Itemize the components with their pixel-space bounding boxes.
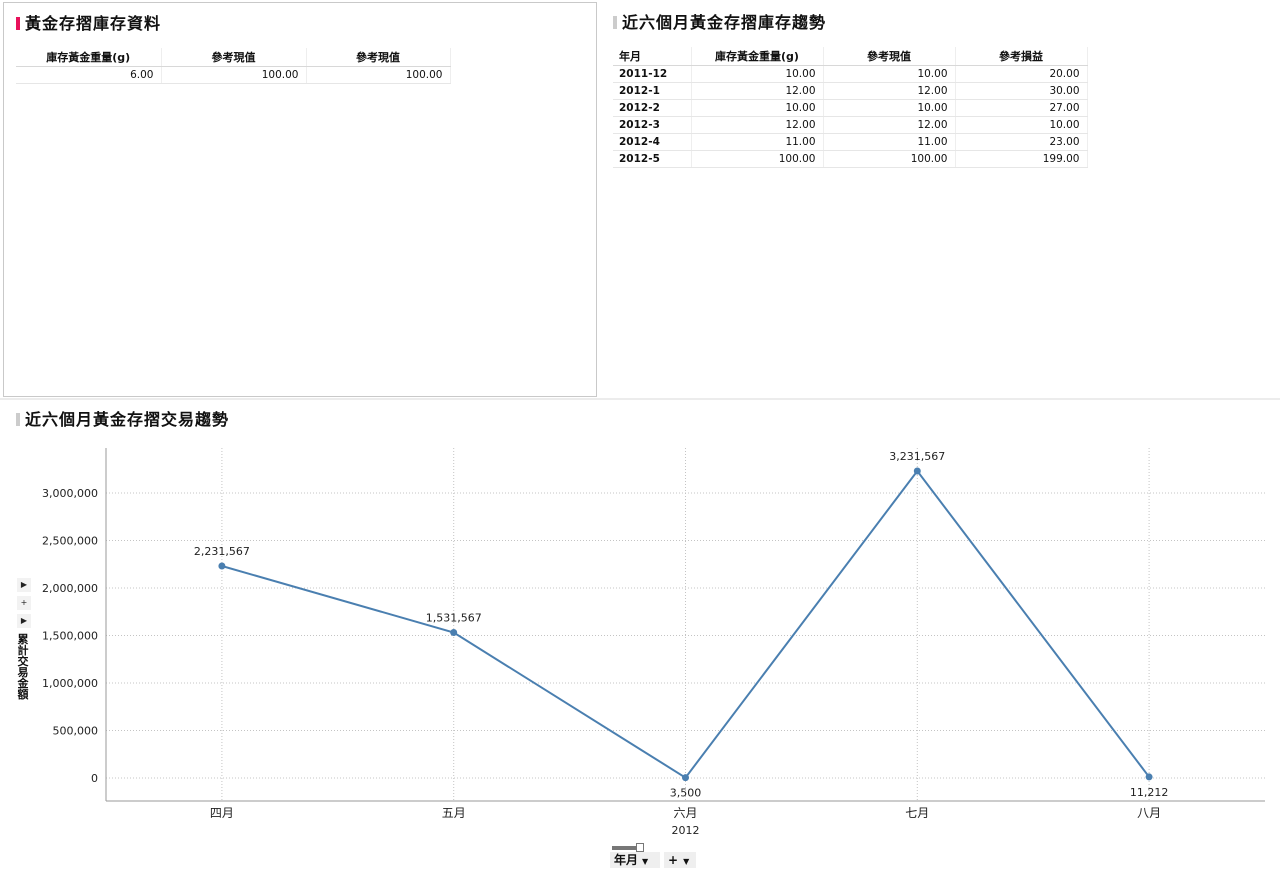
y-tick-label: 0 [91,772,98,785]
table-cell: 20.00 [955,65,1088,83]
table-cell: 27.00 [955,99,1088,117]
table-cell: 2012-3 [613,116,692,134]
table-cell: 12.00 [691,116,824,134]
chart-panel-title: 近六個月黃金存摺交易趨勢 [16,406,229,430]
dimension-dropdown[interactable]: 年月 ▼ [610,852,660,868]
trend-column-header: 參考損益 [955,47,1088,66]
table-cell: 10.00 [691,99,824,117]
table-row: 2012-3 12.00 12.00 10.00 [613,116,1088,134]
data-label: 1,531,567 [426,612,482,625]
table-cell: 100.00 [161,66,307,84]
table-cell: 10.00 [691,65,824,83]
y-tick-label: 2,500,000 [42,535,98,548]
table-cell: 12.00 [823,82,956,100]
y-tick-label: 500,000 [53,725,99,738]
table-cell: 30.00 [955,82,1088,100]
table-cell: 12.00 [691,82,824,100]
x-tick-label: 六月 [673,806,697,820]
x-tick-label: 七月 [905,806,929,820]
table-row: 2012-2 10.00 10.00 27.00 [613,99,1088,117]
dimension-slider[interactable] [612,846,638,850]
table-cell: 10.00 [823,99,956,117]
data-label: 3,500 [670,787,702,800]
chevron-down-icon: ▼ [642,857,649,866]
data-label: 2,231,567 [194,545,250,558]
x-tick-label: 五月 [442,806,466,820]
inventory-table: 庫存黃金重量(g) 參考現值 參考現值 6.00 100.00 100.00 [16,48,451,84]
table-cell: 100.00 [306,66,451,84]
table-cell: 10.00 [823,65,956,83]
table-cell: 2012-2 [613,99,692,117]
inventory-panel: 黃金存摺庫存資料 庫存黃金重量(g) 參考現值 參考現值 6.00 100.00 100… [3,2,597,397]
y-tick-label: 1,000,000 [42,677,98,690]
data-point [1145,773,1153,781]
table-row: 2012-1 12.00 12.00 30.00 [613,82,1088,100]
table-cell: 100.00 [823,150,956,168]
table-cell: 100.00 [691,150,824,168]
table-cell: 11.00 [691,133,824,151]
x-group-label: 2012 [672,824,700,837]
x-tick-label: 四月 [210,806,234,820]
data-label: 3,231,567 [889,450,945,463]
chevron-down-icon: ▼ [683,857,690,866]
x-tick-label: 八月 [1137,806,1161,820]
table-cell: 2012-4 [613,133,692,151]
table-cell: 199.00 [955,150,1088,168]
panel-separator [0,398,1280,400]
table-cell: 2011-12 [613,65,692,83]
table-cell: 11.00 [823,133,956,151]
y-tick-label: 1,500,000 [42,630,98,643]
line-chart: 0 500,000 1,000,000 1,500,000 2,000,000 2,500… [42,448,1265,837]
table-cell: 10.00 [955,116,1088,134]
inventory-title-accent [16,17,20,30]
data-point [913,467,921,475]
y-axis-label: 累計交易金額 [17,633,29,701]
y-tick-label: 3,000,000 [42,487,98,500]
expand-arrow-icon[interactable]: ▶ [17,578,31,592]
chart-title-accent [16,413,20,426]
add-dimension-plus-icon[interactable]: + [17,596,31,610]
data-point [450,629,458,637]
table-row: 2011-12 10.00 10.00 20.00 [613,65,1088,83]
table-row: 6.00 100.00 100.00 [16,66,451,84]
trend-column-header: 庫存黃金重量(g) [691,47,824,66]
table-row: 2012-4 11.00 11.00 23.00 [613,133,1088,151]
trend-table: 年月 庫存黃金重量(g) 參考現值 參考損益 2011-12 10.00 10.00 20.… [613,47,1088,168]
data-point [682,774,689,782]
inventory-panel-title: 黃金存摺庫存資料 [16,10,161,34]
table-cell: 12.00 [823,116,956,134]
trend-panel-title: 近六個月黃金存摺庫存趨勢 [613,9,826,33]
inventory-column-header: 參考現值 [306,48,451,67]
table-cell: 23.00 [955,133,1088,151]
inventory-trend-panel: 近六個月黃金存摺庫存趨勢 年月 庫存黃金重量(g) 參考現值 參考損益 2011-12… [605,2,1280,397]
table-cell: 2012-5 [613,150,692,168]
table-cell: 2012-1 [613,82,692,100]
expand-arrow-icon[interactable]: ▶ [17,614,31,628]
inventory-column-header: 庫存黃金重量(g) [16,48,162,67]
add-dimension-dropdown[interactable]: + ▼ [664,852,696,868]
data-point [218,562,226,570]
table-row: 2012-5 100.00 100.00 199.00 [613,150,1088,168]
trend-column-header: 參考現值 [823,47,956,66]
y-tick-label: 2,000,000 [42,582,98,595]
inventory-column-header: 參考現值 [161,48,307,67]
trend-title-accent [613,16,617,29]
trend-column-header: 年月 [613,47,692,66]
table-cell: 6.00 [16,66,162,84]
data-label: 11,212 [1130,786,1169,799]
slider-handle[interactable] [636,843,644,852]
